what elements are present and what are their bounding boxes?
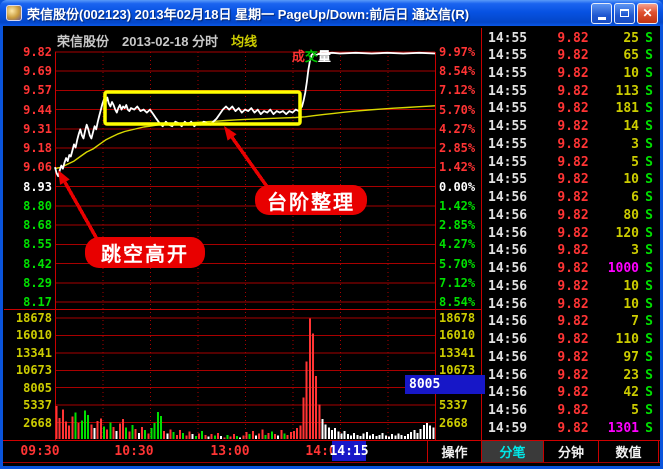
minimize-button[interactable]	[591, 2, 612, 24]
cursor-volume-readout: 8005	[405, 375, 485, 394]
legend-vol-char-down: 交	[304, 49, 318, 64]
legend-vol-char-flat: 量	[317, 49, 331, 64]
app-icon	[6, 5, 22, 21]
close-button[interactable]: ✕	[637, 2, 658, 24]
annotation-step-consolidation: 台阶整理	[255, 185, 367, 215]
annotation-gap-up-open: 跳空高开	[85, 237, 205, 268]
action-button[interactable]: 操作	[441, 445, 468, 460]
title-bar: 荣信股份(002123) 2013年02月18日 星期一 PageUp/Down…	[0, 0, 663, 26]
cursor-time-readout: 14:15	[329, 441, 369, 461]
tab-values[interactable]: 数值	[615, 445, 642, 460]
chart-date-mode-label: 2013-02-18 分时	[122, 34, 219, 49]
tab-by-minute[interactable]: 分钟	[557, 445, 584, 460]
chart-stock-name: 荣信股份	[57, 34, 110, 49]
legend-vol-char-up: 成	[291, 49, 305, 64]
window-controls: ✕	[591, 2, 658, 24]
minimize-icon	[597, 16, 606, 20]
window-border-left	[0, 26, 3, 469]
chart-header: 荣信股份 2013-02-18 分时 均线 成交量	[57, 31, 331, 64]
window-border-right	[660, 26, 663, 469]
legend-volume-label: 成交量	[270, 31, 331, 64]
tab-by-tick[interactable]: 分笔	[482, 441, 543, 462]
window-border-bottom	[0, 466, 663, 469]
restore-icon	[620, 9, 629, 17]
maximize-button[interactable]	[614, 2, 635, 24]
window-title: 荣信股份(002123) 2013年02月18日 星期一 PageUp/Down…	[27, 6, 470, 22]
legend-ma-label: 均线	[231, 34, 258, 49]
